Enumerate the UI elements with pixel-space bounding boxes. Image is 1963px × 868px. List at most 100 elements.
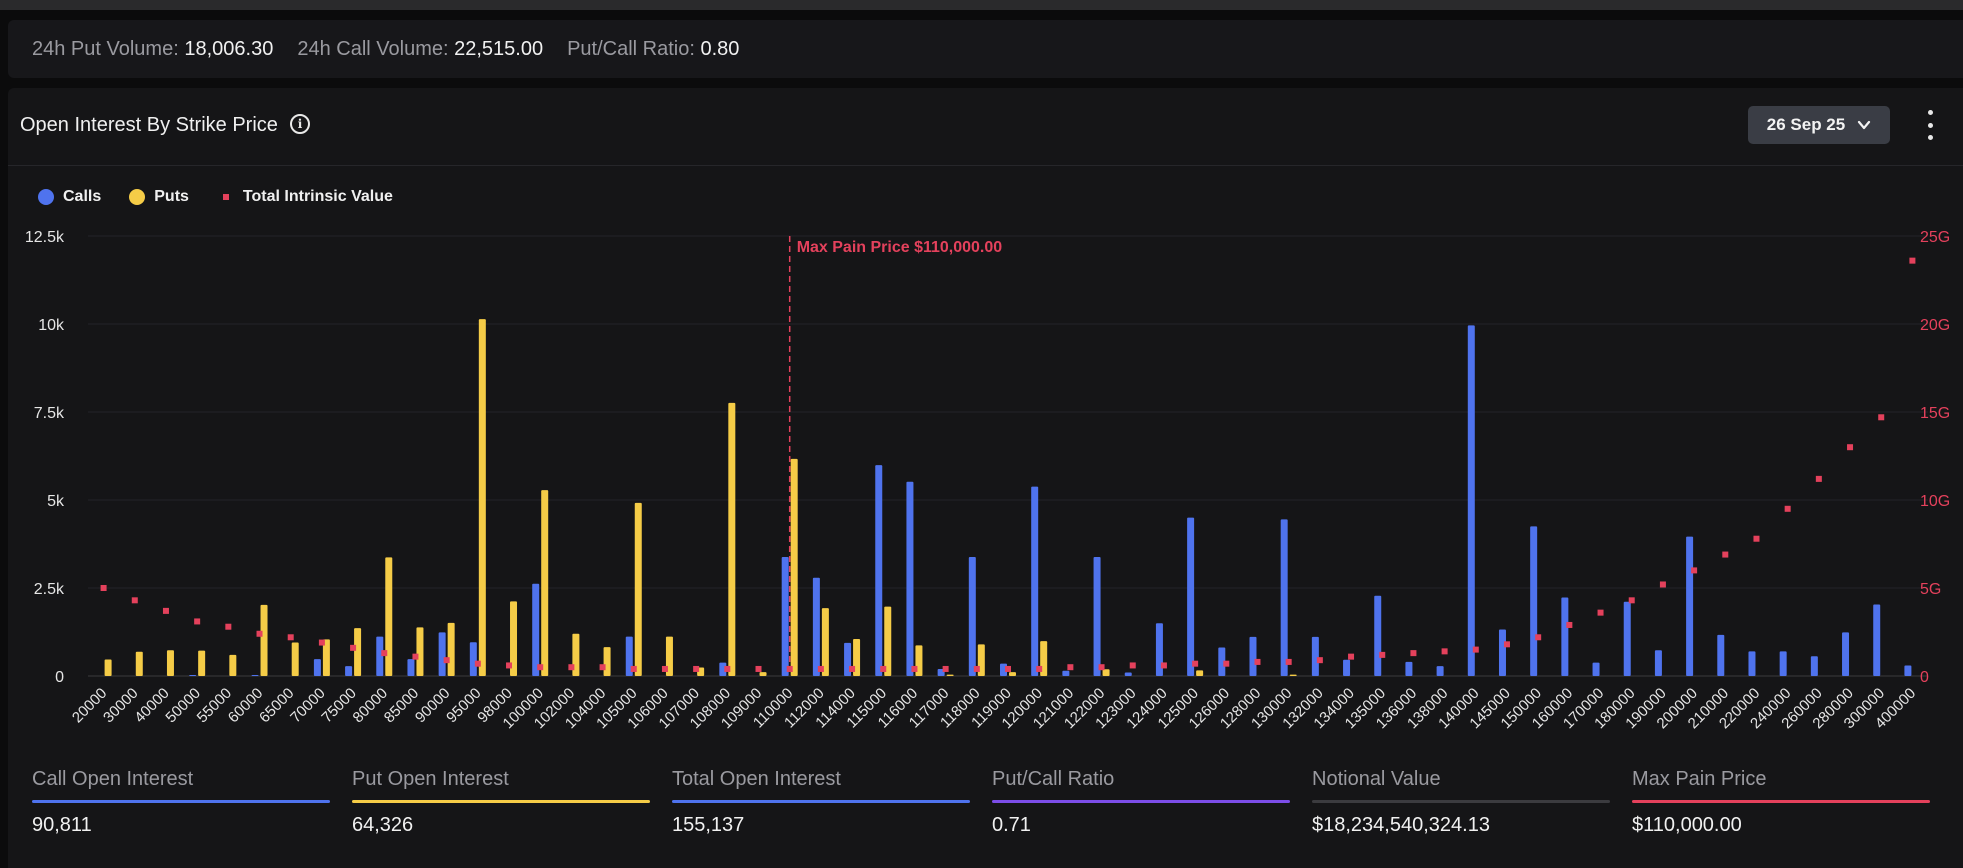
metric-label: Put Open Interest	[352, 768, 509, 791]
put-open-interest-metric: Put Open Interest 64,326	[352, 764, 672, 864]
metric-label: Call Open Interest	[32, 768, 193, 791]
put-bar	[261, 605, 268, 676]
intrinsic-value-point	[1005, 666, 1011, 672]
intrinsic-value-point	[631, 666, 637, 672]
call-bar	[1686, 537, 1693, 676]
put-bar	[167, 650, 174, 676]
metric-underline	[992, 800, 1290, 803]
x-tick-label: 75000	[318, 685, 360, 727]
call-open-interest-metric: Call Open Interest 90,811	[32, 764, 352, 864]
call-bar	[407, 659, 414, 676]
intrinsic-value-point	[132, 597, 138, 603]
intrinsic-value-point	[101, 585, 107, 591]
put-bar	[198, 651, 205, 676]
metric-underline	[1632, 800, 1930, 803]
put-bar	[385, 557, 392, 676]
intrinsic-value-point	[381, 650, 387, 656]
intrinsic-value-point	[225, 624, 231, 630]
intrinsic-value-point	[1504, 641, 1510, 647]
y-left-tick-label: 5k	[47, 493, 65, 510]
intrinsic-value-point	[1099, 664, 1105, 670]
metric-underline	[672, 800, 970, 803]
intrinsic-value-point	[1785, 506, 1791, 512]
intrinsic-value-point	[756, 666, 762, 672]
x-tick-label: 80000	[350, 685, 392, 727]
intrinsic-value-point	[288, 634, 294, 640]
open-interest-chart: 02.5k5k7.5k10k12.5k05G10G15G20G25G200003…	[0, 0, 1963, 760]
intrinsic-value-point	[943, 666, 949, 672]
intrinsic-value-point	[475, 661, 481, 667]
call-bar	[470, 642, 477, 676]
put-bar	[105, 659, 112, 676]
intrinsic-value-point	[1816, 476, 1822, 482]
call-bar	[1125, 672, 1132, 676]
y-left-tick-label: 7.5k	[34, 405, 65, 422]
intrinsic-value-point	[1878, 414, 1884, 420]
metric-label: Put/Call Ratio	[992, 768, 1114, 791]
call-bar	[376, 637, 383, 676]
metric-label: Max Pain Price	[1632, 768, 1767, 791]
call-bar	[906, 482, 913, 676]
put-bar	[791, 459, 798, 676]
call-bar	[189, 675, 196, 676]
y-right-tick-label: 5G	[1920, 581, 1941, 598]
metric-value: 90,811	[32, 814, 92, 837]
total-open-interest-metric: Total Open Interest 155,137	[672, 764, 992, 864]
metric-value: 64,326	[352, 814, 413, 837]
call-bar	[1374, 596, 1381, 676]
y-left-tick-label: 10k	[38, 317, 65, 334]
intrinsic-value-point	[600, 664, 606, 670]
intrinsic-value-point	[1442, 648, 1448, 654]
x-tick-label: 70000	[287, 685, 329, 727]
intrinsic-value-point	[1722, 552, 1728, 558]
put-bar	[229, 655, 236, 676]
call-bar	[1281, 519, 1288, 676]
y-left-tick-label: 12.5k	[25, 229, 65, 246]
intrinsic-value-point	[1317, 657, 1323, 663]
put-bar	[728, 403, 735, 676]
intrinsic-value-point	[1691, 567, 1697, 573]
call-bar	[1405, 662, 1412, 676]
put-bar	[1196, 670, 1203, 676]
max-pain-price-metric: Max Pain Price $110,000.00	[1632, 764, 1952, 864]
metric-label: Total Open Interest	[672, 768, 841, 791]
intrinsic-value-point	[1535, 634, 1541, 640]
intrinsic-value-point	[724, 666, 730, 672]
intrinsic-value-point	[1254, 659, 1260, 665]
intrinsic-value-point	[1410, 650, 1416, 656]
put-bar	[448, 623, 455, 676]
intrinsic-value-point	[1473, 647, 1479, 653]
intrinsic-value-point	[506, 662, 512, 668]
x-tick-label: 85000	[381, 685, 423, 727]
intrinsic-value-point	[1192, 661, 1198, 667]
intrinsic-value-point	[319, 640, 325, 646]
intrinsic-value-point	[444, 657, 450, 663]
call-bar	[1031, 487, 1038, 676]
intrinsic-value-point	[1598, 610, 1604, 616]
call-bar	[1655, 650, 1662, 676]
metric-underline	[32, 800, 330, 803]
intrinsic-value-point	[693, 666, 699, 672]
put-bar	[136, 652, 143, 676]
intrinsic-value-point	[1753, 536, 1759, 542]
call-bar	[1062, 671, 1069, 676]
put-bar	[635, 503, 642, 676]
intrinsic-value-point	[880, 666, 886, 672]
call-bar	[1468, 325, 1475, 676]
put-bar	[604, 647, 611, 676]
intrinsic-value-point	[1286, 659, 1292, 665]
intrinsic-value-point	[818, 666, 824, 672]
x-tick-label: 60000	[225, 685, 267, 727]
call-bar	[1811, 656, 1818, 676]
y-right-tick-label: 25G	[1920, 229, 1950, 246]
metric-value: 155,137	[672, 814, 744, 837]
call-bar	[1499, 630, 1506, 676]
intrinsic-value-point	[1036, 666, 1042, 672]
call-bar	[1187, 518, 1194, 676]
intrinsic-value-point	[568, 664, 574, 670]
call-bar	[813, 578, 820, 676]
put-bar	[760, 672, 767, 676]
intrinsic-value-point	[1629, 597, 1635, 603]
metric-value: $18,234,540,324.13	[1312, 814, 1490, 837]
call-bar	[969, 557, 976, 676]
